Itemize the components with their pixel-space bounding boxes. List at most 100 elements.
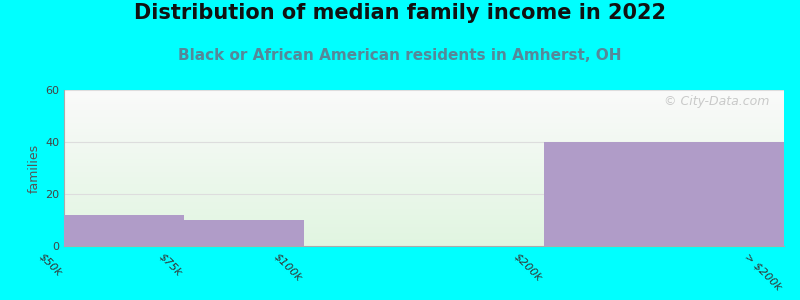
- Bar: [64, 180, 784, 181]
- Bar: [64, 210, 784, 211]
- Bar: [64, 138, 784, 139]
- Bar: [64, 100, 784, 101]
- Bar: [64, 232, 784, 233]
- Bar: [64, 124, 784, 125]
- Bar: [64, 141, 784, 142]
- Bar: [64, 147, 784, 148]
- Bar: [64, 142, 784, 143]
- Bar: [64, 183, 784, 184]
- Bar: [64, 228, 784, 229]
- Bar: [64, 149, 784, 150]
- Bar: [64, 148, 784, 149]
- Bar: [64, 178, 784, 179]
- Bar: [64, 157, 784, 158]
- Bar: [64, 171, 784, 172]
- Bar: [64, 170, 784, 171]
- Bar: [64, 104, 784, 105]
- Bar: [64, 132, 784, 133]
- Bar: [64, 92, 784, 93]
- Bar: [64, 219, 784, 220]
- Bar: [64, 197, 784, 198]
- Bar: [64, 98, 784, 99]
- Bar: [64, 235, 784, 236]
- Bar: [64, 145, 784, 146]
- Bar: [64, 177, 784, 178]
- Bar: [64, 241, 784, 242]
- Bar: [64, 127, 784, 128]
- Bar: [64, 182, 784, 183]
- Bar: [64, 130, 784, 131]
- Bar: [64, 201, 784, 202]
- Bar: [64, 161, 784, 162]
- Bar: [64, 227, 784, 228]
- Bar: [64, 122, 784, 123]
- Bar: [64, 112, 784, 113]
- Bar: [64, 205, 784, 206]
- Bar: [64, 156, 784, 157]
- Bar: [64, 181, 784, 182]
- Bar: [64, 150, 784, 151]
- Bar: [64, 225, 784, 226]
- Bar: [64, 169, 784, 170]
- Bar: [64, 128, 784, 129]
- Bar: [64, 163, 784, 164]
- Bar: [64, 211, 784, 212]
- Bar: [64, 218, 784, 219]
- Bar: [64, 143, 784, 144]
- Bar: [64, 243, 784, 244]
- Bar: [64, 172, 784, 173]
- Bar: [64, 224, 784, 225]
- Bar: [64, 164, 784, 165]
- Bar: [64, 233, 784, 234]
- Bar: [64, 105, 784, 106]
- Bar: [64, 93, 784, 94]
- Bar: [64, 176, 784, 177]
- Bar: [64, 166, 784, 167]
- Text: © City-Data.com: © City-Data.com: [664, 95, 770, 108]
- Bar: [64, 214, 784, 215]
- Bar: [64, 139, 784, 140]
- Bar: [64, 174, 784, 175]
- Bar: [64, 187, 784, 188]
- Bar: [64, 236, 784, 237]
- Bar: [64, 123, 784, 124]
- Bar: [64, 118, 784, 119]
- Bar: [64, 239, 784, 240]
- Bar: [64, 200, 784, 201]
- Bar: [64, 203, 784, 204]
- Bar: [64, 95, 784, 96]
- Bar: [64, 90, 784, 91]
- Bar: [64, 94, 784, 95]
- Bar: [64, 162, 784, 163]
- Bar: [64, 121, 784, 122]
- Bar: [64, 188, 784, 189]
- Bar: [64, 155, 784, 156]
- Bar: [64, 204, 784, 205]
- Y-axis label: families: families: [28, 143, 41, 193]
- Bar: [64, 194, 784, 195]
- Bar: [64, 237, 784, 238]
- Bar: [64, 238, 784, 239]
- Bar: [64, 215, 184, 246]
- Bar: [64, 202, 784, 203]
- Bar: [64, 129, 784, 130]
- Bar: [64, 117, 784, 118]
- Bar: [64, 192, 784, 193]
- Bar: [64, 217, 784, 218]
- Bar: [64, 103, 784, 104]
- Bar: [64, 144, 784, 145]
- Bar: [64, 114, 784, 115]
- Bar: [64, 137, 784, 138]
- Bar: [64, 134, 784, 135]
- Bar: [64, 190, 784, 191]
- Bar: [64, 226, 784, 227]
- Bar: [64, 195, 784, 196]
- Bar: [64, 240, 784, 241]
- Bar: [64, 151, 784, 152]
- Bar: [64, 101, 784, 102]
- Bar: [64, 158, 784, 159]
- Bar: [64, 173, 784, 174]
- Bar: [64, 125, 784, 126]
- Bar: [64, 245, 784, 246]
- Bar: [64, 111, 784, 112]
